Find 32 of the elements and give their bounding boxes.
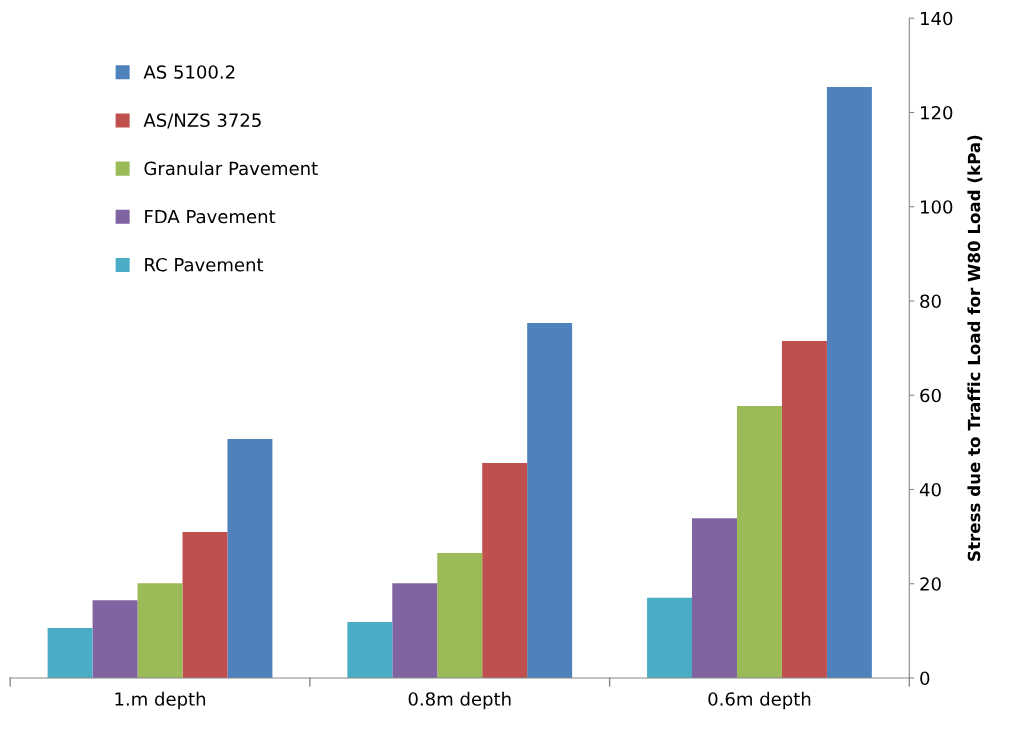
bar <box>736 406 782 678</box>
legend-label: FDA Pavement <box>145 209 276 224</box>
bar <box>47 628 93 678</box>
y-tick-label: 20 <box>920 577 941 591</box>
bar <box>227 439 273 678</box>
bar <box>781 341 827 678</box>
legend-label: Granular Pavement <box>144 161 318 176</box>
bar <box>692 518 737 678</box>
x-tick-label: 1.m depth <box>115 691 206 710</box>
bar <box>482 463 528 678</box>
y-axis-title: Stress due to Traffic Load for W80 Load (kPa) <box>967 135 983 561</box>
legend-label: RC Pavement <box>145 257 264 272</box>
y-tick-label: 140 <box>921 11 953 26</box>
y-tick-label: 0 <box>920 671 930 686</box>
bar <box>647 597 693 678</box>
legend-label: AS/NZS 3725 <box>143 113 261 129</box>
x-tick-label: 0.8m depth <box>408 691 511 710</box>
bar <box>92 600 138 678</box>
y-tick-label: 120 <box>921 105 953 120</box>
x-tick-label: 0.6m depth <box>708 691 811 710</box>
bar <box>437 553 483 678</box>
bar <box>527 323 573 678</box>
y-tick-label: 60 <box>920 388 941 403</box>
bar <box>347 621 393 678</box>
bar <box>826 87 872 678</box>
y-tick-label: 40 <box>919 482 941 497</box>
bar <box>137 583 183 678</box>
y-tick-label: 80 <box>920 294 941 309</box>
legend-label: AS 5100.2 <box>143 65 235 79</box>
y-tick-label: 100 <box>921 200 953 214</box>
bar <box>182 531 228 678</box>
bar <box>392 583 438 678</box>
